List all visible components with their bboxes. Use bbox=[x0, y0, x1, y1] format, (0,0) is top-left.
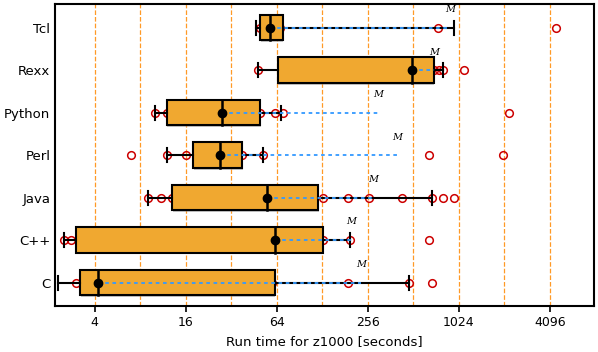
Text: M: M bbox=[368, 175, 379, 184]
Bar bbox=[278, 59, 435, 84]
Bar bbox=[194, 144, 243, 170]
Bar bbox=[80, 270, 274, 295]
Bar bbox=[277, 57, 434, 83]
Text: M: M bbox=[356, 260, 366, 269]
Bar bbox=[261, 15, 283, 40]
X-axis label: Run time for z1000 [seconds]: Run time for z1000 [seconds] bbox=[226, 335, 423, 348]
Text: M: M bbox=[429, 48, 439, 57]
Text: M: M bbox=[392, 133, 402, 142]
Bar bbox=[173, 187, 319, 212]
Bar bbox=[261, 17, 283, 42]
Bar bbox=[193, 143, 242, 168]
Bar bbox=[167, 102, 261, 127]
Bar bbox=[167, 100, 261, 125]
Text: M: M bbox=[446, 5, 455, 14]
Text: M: M bbox=[346, 218, 356, 226]
Bar bbox=[76, 227, 324, 253]
Text: M: M bbox=[373, 90, 383, 99]
Bar bbox=[172, 185, 318, 210]
Bar bbox=[77, 229, 324, 254]
Bar bbox=[81, 271, 275, 297]
